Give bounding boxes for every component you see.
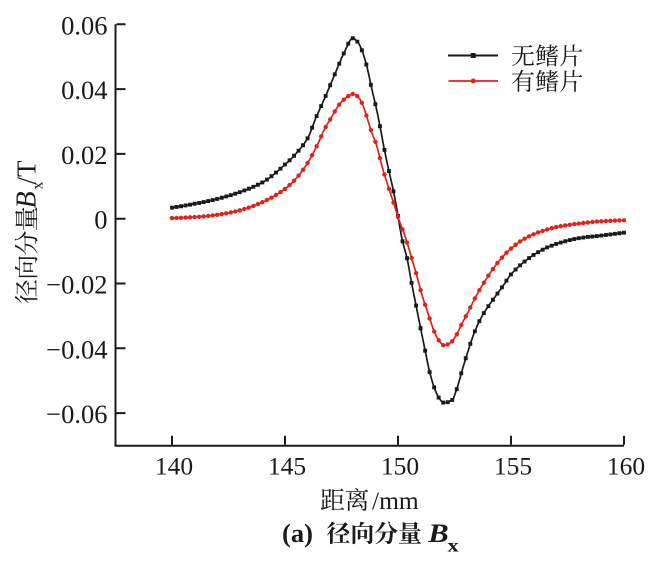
- svg-text:145: 145: [268, 452, 306, 481]
- svg-text:(a): (a): [282, 518, 313, 548]
- svg-text:B: B: [427, 520, 449, 548]
- svg-text:/mm: /mm: [372, 486, 419, 515]
- svg-text:−0.06: −0.06: [46, 399, 107, 429]
- svg-text:150: 150: [381, 452, 419, 481]
- svg-text:160: 160: [607, 452, 645, 481]
- svg-text:x: x: [448, 536, 459, 556]
- svg-text:x: x: [30, 182, 47, 190]
- svg-text:0: 0: [94, 205, 107, 235]
- svg-text:140: 140: [155, 452, 193, 481]
- svg-text:/T: /T: [12, 160, 42, 185]
- svg-text:0.06: 0.06: [61, 10, 107, 40]
- svg-text:0.04: 0.04: [61, 75, 107, 105]
- svg-text:−0.02: −0.02: [46, 270, 107, 300]
- svg-text:0.02: 0.02: [61, 140, 107, 170]
- svg-text:155: 155: [494, 452, 532, 481]
- svg-text:−0.04: −0.04: [46, 334, 107, 364]
- svg-text:B: B: [12, 191, 43, 208]
